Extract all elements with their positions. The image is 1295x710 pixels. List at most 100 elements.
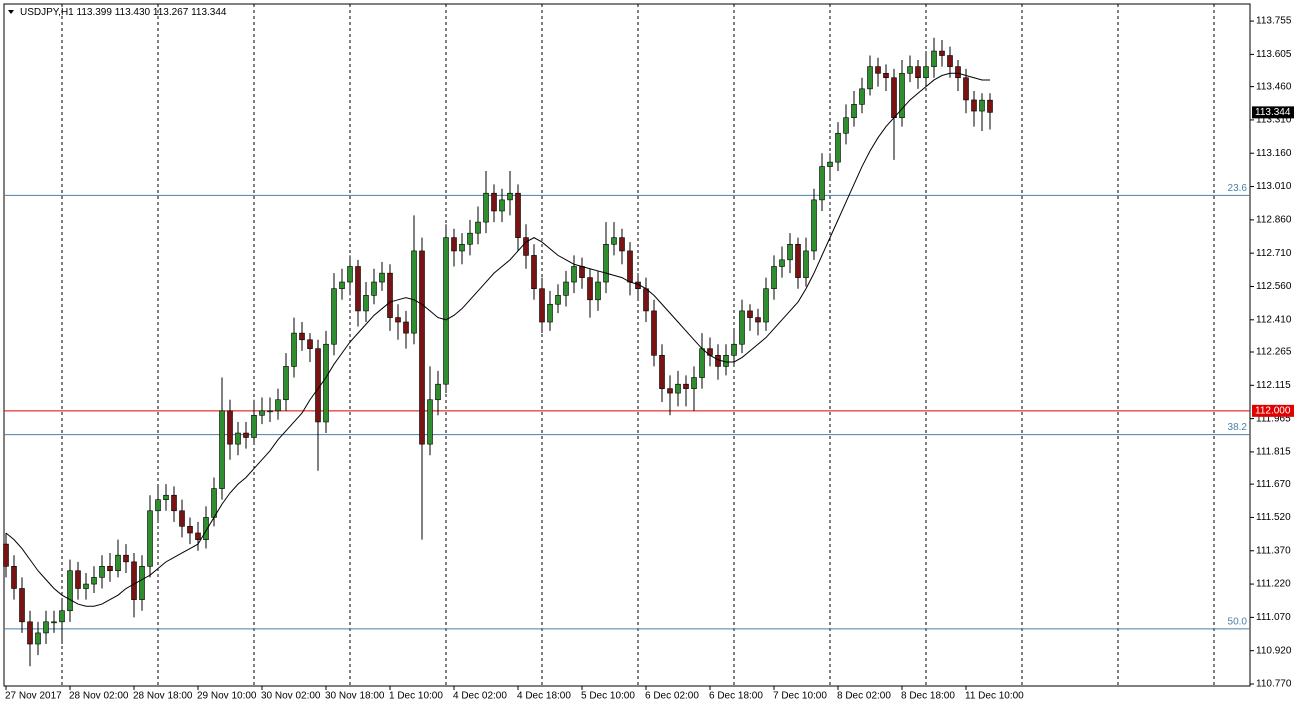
x-tick-label: 4 Dec 02:00 [453, 691, 507, 702]
candle-body [955, 66, 961, 79]
candle-body [419, 250, 425, 445]
x-tick-label: 28 Nov 02:00 [69, 691, 129, 702]
candle-body [651, 310, 657, 356]
y-tick-label: 113.755 [1256, 16, 1292, 27]
x-tick-label: 30 Nov 18:00 [325, 691, 385, 702]
candle-body [403, 321, 409, 334]
y-tick-label: 112.265 [1256, 347, 1292, 358]
candle-body [603, 243, 609, 283]
y-tick-label: 113.010 [1256, 181, 1292, 192]
candle-body [315, 348, 321, 423]
candle-body [395, 317, 401, 323]
candle-body [859, 88, 865, 105]
candle-body [275, 399, 281, 412]
candle-body [355, 266, 361, 312]
candle-body [331, 288, 337, 345]
candle-body [467, 232, 473, 245]
fib-label: 38.2 [1228, 422, 1248, 433]
candle-body [507, 192, 513, 201]
candle-body [107, 566, 113, 572]
x-tick-label: 5 Dec 10:00 [581, 691, 635, 702]
symbol: USDJPY,H1 [20, 7, 74, 18]
candle-body [363, 295, 369, 312]
x-tick-label: 27 Nov 2017 [5, 691, 62, 702]
candle-body [3, 543, 9, 567]
candle-body [571, 266, 577, 283]
y-tick-label: 112.710 [1256, 248, 1292, 259]
candle-body [139, 566, 145, 600]
low: 113.267 [153, 7, 189, 18]
y-tick-label: 110.920 [1256, 645, 1292, 656]
candle-body [611, 237, 617, 245]
candle-body [451, 237, 457, 252]
candle-body [171, 494, 177, 512]
candle-body [347, 266, 353, 283]
candle-body [19, 588, 25, 623]
fib-label: 50.0 [1228, 617, 1248, 628]
candle-body [339, 281, 345, 290]
candle-body [123, 554, 129, 563]
candle-body [731, 343, 737, 356]
y-tick-label: 112.560 [1256, 281, 1292, 292]
candle-body [747, 310, 753, 318]
candle-body [203, 517, 209, 540]
chart-header: USDJPY,H1 113.399 113.430 113.267 113.34… [20, 7, 227, 18]
candle-body [595, 281, 601, 301]
y-tick-label: 111.370 [1256, 545, 1291, 556]
candle-body [667, 388, 673, 394]
candle-body [923, 66, 929, 79]
candle-body [891, 77, 897, 119]
candle-body [283, 366, 289, 401]
candle-body [811, 199, 817, 252]
x-tick-label: 11 Dec 10:00 [965, 691, 1024, 702]
candle-body [67, 570, 73, 612]
candle-body [99, 566, 105, 578]
candle-body [691, 377, 697, 389]
candle-body [35, 632, 41, 645]
candle-body [75, 570, 81, 589]
x-tick-label: 8 Dec 18:00 [901, 691, 955, 702]
candle-body [299, 332, 305, 341]
candle-body [659, 355, 665, 389]
candle-body [883, 72, 889, 79]
candle-body [59, 610, 65, 623]
candle-body [259, 410, 265, 416]
candle-body [387, 272, 393, 318]
candle-body [771, 266, 777, 290]
candle-body [235, 432, 241, 445]
candle-body [579, 266, 585, 278]
candle-body [627, 250, 633, 283]
candle-body [11, 566, 17, 589]
candle-body [539, 288, 545, 323]
high: 113.430 [115, 7, 151, 18]
x-tick-label: 6 Dec 02:00 [645, 691, 699, 702]
y-tick-label: 111.815 [1256, 447, 1291, 458]
x-tick-label: 8 Dec 02:00 [837, 691, 891, 702]
candle-body [195, 532, 201, 540]
candle-body [179, 510, 185, 527]
x-tick-label: 1 Dec 10:00 [389, 691, 443, 702]
candle-body [227, 410, 233, 445]
last-price-label: 113.344 [1255, 107, 1291, 118]
candle-body [915, 66, 921, 79]
candle-body [531, 255, 537, 290]
last-price-box [1252, 106, 1294, 119]
y-tick-label: 111.220 [1256, 579, 1291, 590]
price-line-label: 112.000 [1255, 405, 1291, 416]
candle-body [979, 99, 985, 112]
candle-body [899, 72, 905, 119]
candle-body [795, 243, 801, 278]
candle-body [867, 66, 873, 90]
candle-body [947, 55, 953, 67]
candle-body [211, 488, 217, 518]
candle-body [371, 281, 377, 296]
plot-frame [3, 3, 1251, 687]
x-tick-label: 30 Nov 02:00 [261, 691, 321, 702]
y-tick-label: 113.460 [1256, 81, 1292, 92]
price-line-box [1252, 404, 1294, 417]
close: 113.344 [191, 7, 227, 18]
candle-body [427, 399, 433, 445]
candle-body [147, 510, 153, 567]
candle-body [443, 237, 449, 385]
